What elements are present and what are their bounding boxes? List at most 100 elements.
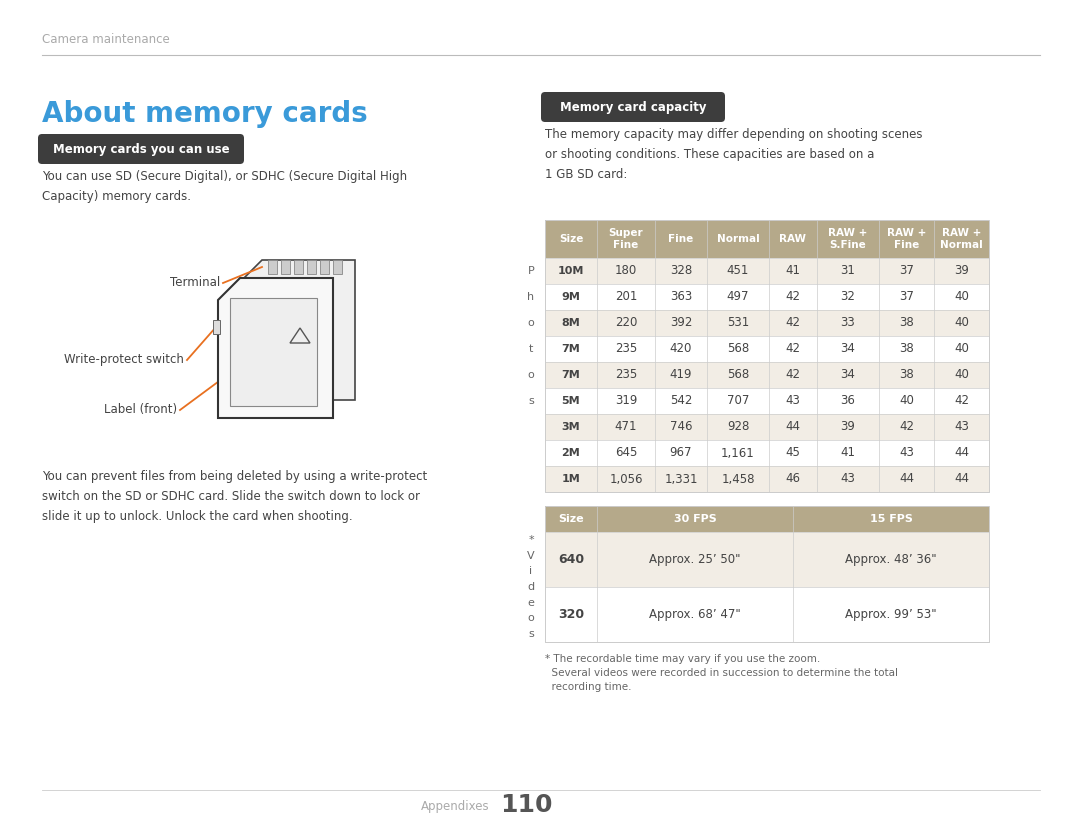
- Text: 235: 235: [615, 368, 637, 381]
- Text: The memory capacity may differ depending on shooting scenes
or shooting conditio: The memory capacity may differ depending…: [545, 128, 922, 181]
- Text: 328: 328: [670, 265, 692, 277]
- Text: 34: 34: [840, 342, 855, 355]
- Bar: [545, 362, 989, 388]
- Text: RAW +
Fine: RAW + Fine: [887, 228, 927, 250]
- Bar: [213, 320, 220, 334]
- Text: e: e: [527, 597, 535, 608]
- Text: 1,056: 1,056: [609, 473, 643, 486]
- Text: 38: 38: [900, 342, 914, 355]
- Text: 32: 32: [840, 290, 855, 303]
- Bar: [545, 284, 989, 310]
- Text: 451: 451: [727, 265, 750, 277]
- Text: 43: 43: [785, 394, 800, 408]
- Text: 201: 201: [615, 290, 637, 303]
- Text: o: o: [528, 318, 535, 328]
- Text: Approx. 48’ 36": Approx. 48’ 36": [846, 553, 936, 566]
- Text: 38: 38: [900, 368, 914, 381]
- Bar: [545, 506, 989, 532]
- Text: Memory card capacity: Memory card capacity: [559, 100, 706, 113]
- Text: Super
Fine: Super Fine: [609, 228, 644, 250]
- Bar: [545, 310, 989, 336]
- Text: 707: 707: [727, 394, 750, 408]
- Polygon shape: [240, 260, 355, 400]
- Text: 967: 967: [670, 447, 692, 460]
- Text: 40: 40: [954, 368, 969, 381]
- Text: Label (front): Label (front): [104, 403, 177, 416]
- Text: 928: 928: [727, 421, 750, 434]
- Text: 42: 42: [899, 421, 914, 434]
- Text: 46: 46: [785, 473, 800, 486]
- Text: 43: 43: [899, 447, 914, 460]
- Text: Size: Size: [558, 234, 583, 244]
- Text: RAW: RAW: [780, 234, 807, 244]
- Text: 1,331: 1,331: [664, 473, 698, 486]
- Bar: [294, 260, 303, 274]
- FancyBboxPatch shape: [38, 134, 244, 164]
- Text: Fine: Fine: [669, 234, 693, 244]
- Bar: [545, 466, 989, 492]
- Text: 235: 235: [615, 342, 637, 355]
- Text: 40: 40: [954, 342, 969, 355]
- Text: 44: 44: [785, 421, 800, 434]
- Bar: [268, 260, 276, 274]
- Bar: [333, 260, 342, 274]
- Text: s: s: [528, 629, 534, 639]
- Text: 220: 220: [615, 316, 637, 329]
- Text: 39: 39: [954, 265, 969, 277]
- Text: 36: 36: [840, 394, 855, 408]
- Text: * The recordable time may vary if you use the zoom.: * The recordable time may vary if you us…: [545, 654, 820, 664]
- Text: 39: 39: [840, 421, 855, 434]
- Text: RAW +
Normal: RAW + Normal: [940, 228, 983, 250]
- Text: 44: 44: [954, 447, 969, 460]
- Text: 37: 37: [899, 265, 914, 277]
- Text: 42: 42: [785, 342, 800, 355]
- Text: h: h: [527, 292, 535, 302]
- Bar: [545, 587, 989, 642]
- Text: 180: 180: [615, 265, 637, 277]
- Text: 45: 45: [785, 447, 800, 460]
- Text: 320: 320: [558, 608, 584, 621]
- Text: 2M: 2M: [562, 448, 580, 458]
- Text: 15 FPS: 15 FPS: [869, 514, 913, 524]
- Text: s: s: [528, 396, 534, 406]
- Bar: [281, 260, 291, 274]
- Bar: [545, 532, 989, 587]
- Text: 5M: 5M: [562, 396, 580, 406]
- Bar: [230, 298, 318, 406]
- Text: 531: 531: [727, 316, 750, 329]
- Text: 7M: 7M: [562, 370, 580, 380]
- Text: 42: 42: [785, 368, 800, 381]
- Text: 42: 42: [785, 316, 800, 329]
- Text: Write-protect switch: Write-protect switch: [64, 354, 184, 367]
- Bar: [307, 260, 316, 274]
- Text: 568: 568: [727, 342, 750, 355]
- Text: 30 FPS: 30 FPS: [674, 514, 716, 524]
- Text: recording time.: recording time.: [545, 682, 632, 692]
- Text: 42: 42: [785, 290, 800, 303]
- Text: 392: 392: [670, 316, 692, 329]
- Text: 9M: 9M: [562, 292, 580, 302]
- Text: 3M: 3M: [562, 422, 580, 432]
- Text: Memory cards you can use: Memory cards you can use: [53, 143, 229, 156]
- Text: 363: 363: [670, 290, 692, 303]
- Text: 645: 645: [615, 447, 637, 460]
- Text: 38: 38: [900, 316, 914, 329]
- Text: Camera maintenance: Camera maintenance: [42, 33, 170, 46]
- Text: 41: 41: [840, 447, 855, 460]
- Bar: [320, 260, 329, 274]
- Text: 41: 41: [785, 265, 800, 277]
- Text: 40: 40: [954, 316, 969, 329]
- Text: 42: 42: [954, 394, 969, 408]
- Text: 110: 110: [500, 793, 553, 815]
- FancyBboxPatch shape: [541, 92, 725, 122]
- Text: You can use SD (Secure Digital), or SDHC (Secure Digital High
Capacity) memory c: You can use SD (Secure Digital), or SDHC…: [42, 170, 407, 203]
- Text: d: d: [527, 582, 535, 592]
- Text: 40: 40: [954, 290, 969, 303]
- Text: Several videos were recorded in succession to determine the total: Several videos were recorded in successi…: [545, 668, 897, 678]
- Text: 568: 568: [727, 368, 750, 381]
- Bar: [545, 506, 989, 642]
- Bar: [545, 220, 989, 258]
- Text: 34: 34: [840, 368, 855, 381]
- Bar: [545, 388, 989, 414]
- Text: Normal: Normal: [717, 234, 759, 244]
